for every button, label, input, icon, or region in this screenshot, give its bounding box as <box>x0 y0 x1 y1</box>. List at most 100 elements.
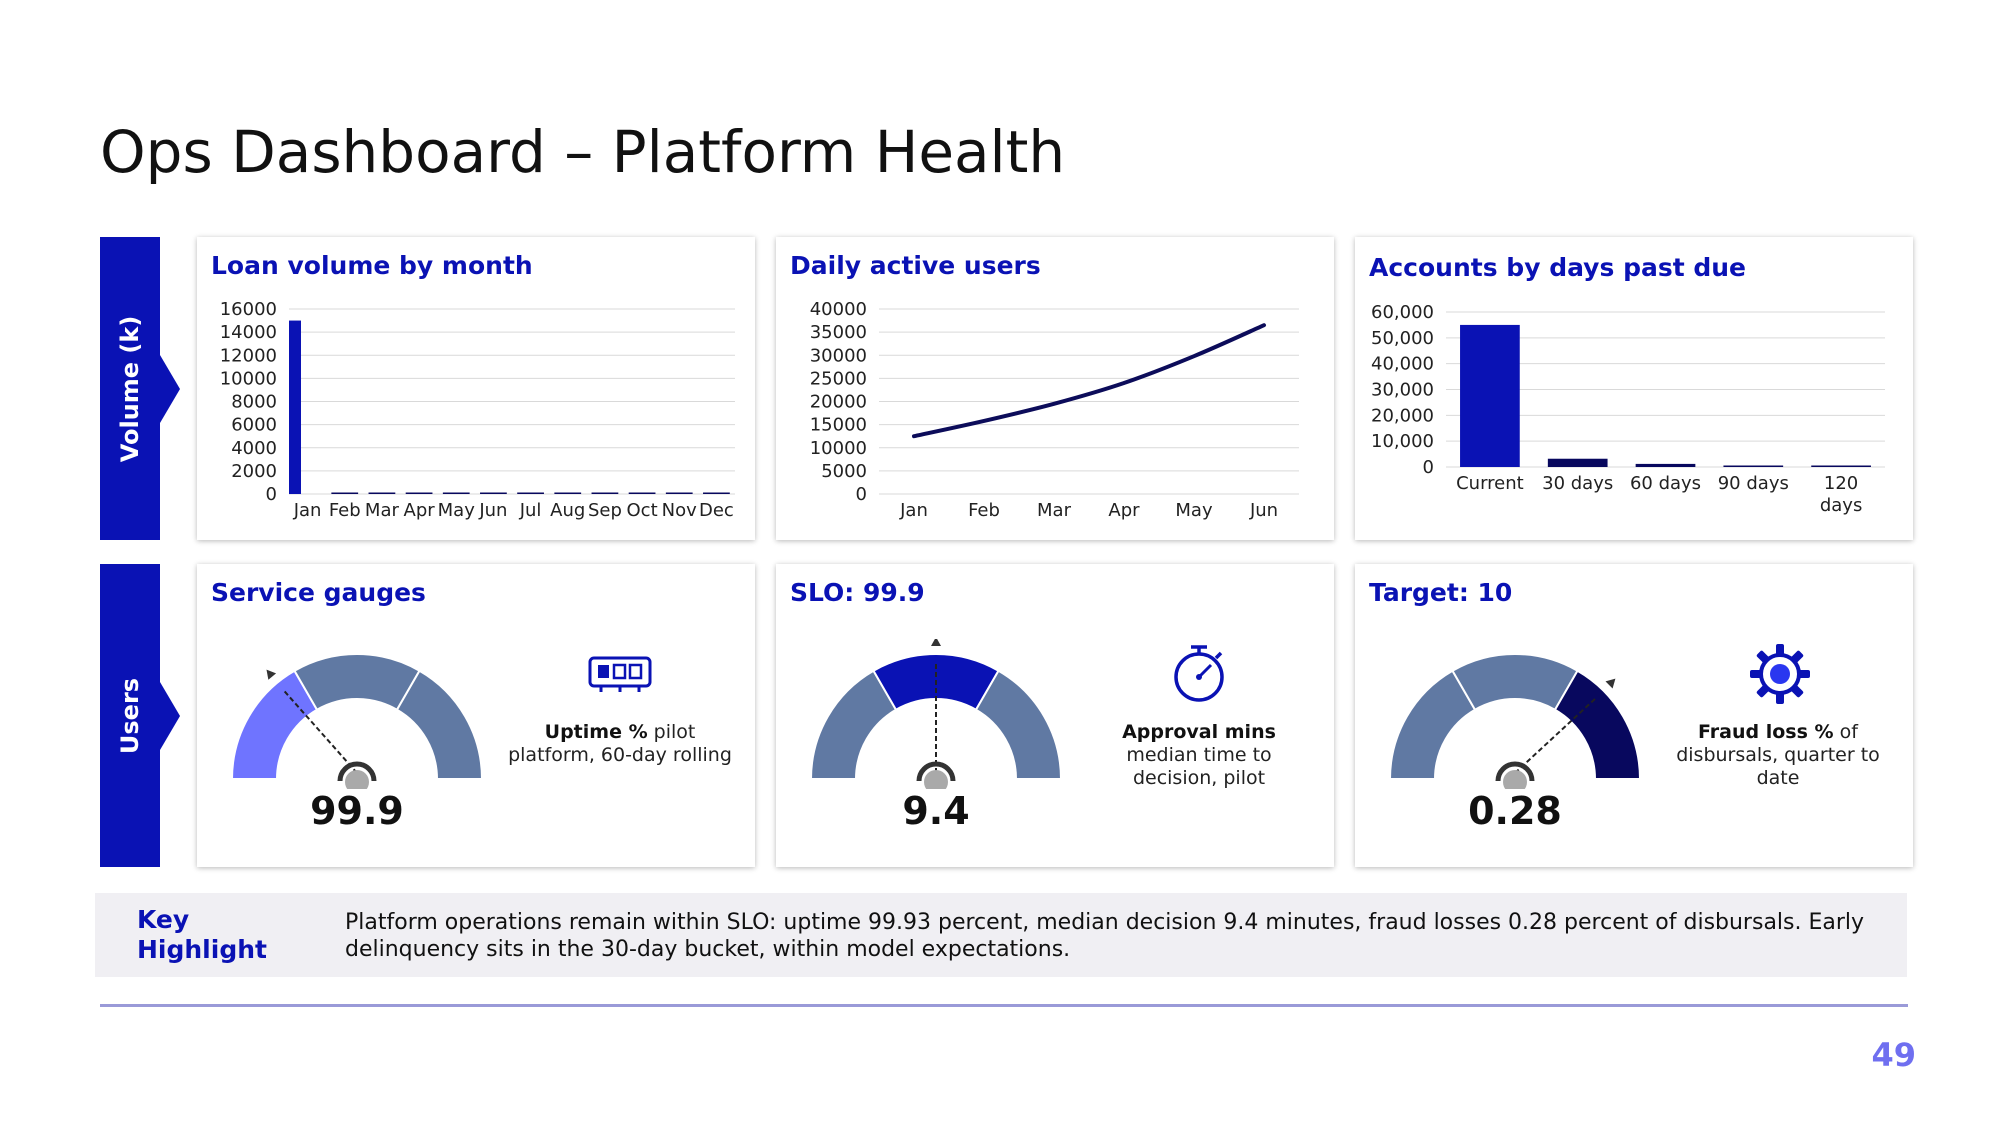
bar <box>1460 324 1520 467</box>
gauge-hub-ring <box>337 761 377 782</box>
y-tick-label: 2000 <box>231 461 277 482</box>
bar <box>591 492 619 494</box>
bar <box>554 492 582 494</box>
bar <box>405 492 433 494</box>
y-tick-label: 10000 <box>810 438 867 459</box>
kpi-caption: Uptime % pilot platform, 60-day rolling <box>505 721 735 767</box>
x-tick-label: Oct <box>627 500 658 521</box>
page-number: 49 <box>1871 1036 1916 1074</box>
x-tick-label: Jan <box>899 500 928 521</box>
kpi-caption-rest: median time to decision, pilot <box>1126 744 1272 789</box>
x-tick-label: Feb <box>329 500 361 521</box>
card-title: Service gauges <box>211 578 426 607</box>
bar <box>517 492 544 494</box>
gauge-segment <box>1553 669 1642 780</box>
x-tick-label: Apr <box>1108 500 1140 521</box>
bar <box>1547 458 1608 467</box>
gauge-marker <box>1605 678 1616 689</box>
x-tick-label: Feb <box>968 500 1000 521</box>
kpi-caption-bold: Fraud loss % <box>1698 721 1834 743</box>
x-tick-label: 60 days <box>1630 473 1701 494</box>
kpi-caption: Fraud loss % of disbursals, quarter to d… <box>1663 721 1893 790</box>
dpd-card: Accounts by days past due 0 10,000 20,000 3… <box>1355 237 1913 540</box>
page-title: Ops Dashboard – Platform Health <box>100 118 1066 186</box>
y-tick-label: 40000 <box>810 299 867 320</box>
footer-rule <box>100 1004 1908 1007</box>
band-users: Users <box>100 564 180 867</box>
key-highlight-label: Key Highlight <box>137 905 267 964</box>
y-tick-label: 5000 <box>821 461 867 482</box>
y-tick-label: 30,000 <box>1371 380 1434 401</box>
x-tick-label: May <box>438 500 476 521</box>
kpi-caption-rest: pilot platform, 60-day rolling <box>508 721 732 766</box>
gauge-card-uptime: Service gauges 99.9 Uptime % pilot platf… <box>197 564 755 867</box>
bar <box>665 492 693 494</box>
y-tick-label: 20,000 <box>1371 405 1434 426</box>
bar <box>289 320 301 494</box>
chip-icon <box>588 656 652 692</box>
gauge <box>809 639 1063 789</box>
bar <box>442 492 470 494</box>
gauge-card-approval: SLO: 99.9 9.4 Approval mins median time … <box>776 564 1334 867</box>
y-tick-label: 60,000 <box>1371 302 1434 323</box>
y-tick-label: 20000 <box>810 392 867 413</box>
bar <box>628 492 656 494</box>
dau-card: Daily active users 0 5000 10000 15000 20000 2… <box>776 237 1334 540</box>
kpi-caption-rest: of disbursals, quarter to date <box>1676 721 1880 789</box>
x-tick-label: Mar <box>365 500 400 521</box>
gauge-hub-ring <box>916 761 956 782</box>
bar <box>703 492 730 494</box>
bar <box>480 492 507 494</box>
band-label: Volume (k) <box>116 315 144 462</box>
x-tick-label: Apr <box>404 500 436 521</box>
y-tick-label: 0 <box>266 484 277 505</box>
y-tick-label: 15000 <box>810 415 867 436</box>
card-title: Loan volume by month <box>211 251 533 280</box>
bar <box>1811 465 1871 467</box>
y-tick-label: 14000 <box>220 322 277 343</box>
key-highlight-text: Platform operations remain within SLO: u… <box>345 910 1865 962</box>
gear-icon <box>1750 644 1810 704</box>
key-highlight-box: Key Highlight Platform operations remain… <box>95 893 1907 977</box>
bar <box>1635 463 1696 467</box>
gauge-hub <box>1503 770 1527 789</box>
band-arrow <box>160 681 180 750</box>
y-tick-label: 12000 <box>220 345 277 366</box>
x-tick-label: Nov <box>662 500 697 521</box>
x-tick-label: Dec <box>699 500 734 521</box>
gauge <box>230 653 484 789</box>
stopwatch-icon <box>1174 645 1224 702</box>
dpd-chart: 0 10,000 20,000 30,000 40,000 50,000 60,000 Cur… <box>1371 302 1885 516</box>
y-tick-label: 25000 <box>810 368 867 389</box>
bar <box>1723 465 1784 467</box>
series-line <box>912 323 1266 439</box>
x-tick-label: Jun <box>1249 500 1278 521</box>
y-tick-label: 8000 <box>231 392 277 413</box>
gauge <box>1388 653 1642 789</box>
loan-volume-card: Loan volume by month 0 2000 4000 6000 8000 10… <box>197 237 755 540</box>
gauge-marker <box>266 669 277 680</box>
x-tick-label: 30 days <box>1542 473 1613 494</box>
gauge-value: 99.9 <box>310 789 404 833</box>
y-tick-label: 10,000 <box>1371 431 1434 452</box>
band-volume: Volume (k) <box>100 237 180 540</box>
y-tick-label: 10000 <box>220 368 277 389</box>
gauge-segment <box>395 669 484 780</box>
y-tick-label: 0 <box>1423 457 1434 478</box>
kpi-caption-bold: Approval mins <box>1122 721 1276 743</box>
y-tick-label: 40,000 <box>1371 354 1434 375</box>
y-tick-label: 4000 <box>231 438 277 459</box>
x-tick-label: Jan <box>293 500 322 521</box>
card-title: Accounts by days past due <box>1369 253 1747 282</box>
bar <box>331 492 359 494</box>
y-tick-label: 6000 <box>231 415 277 436</box>
gauge-hub <box>924 770 948 789</box>
y-tick-label: 30000 <box>810 345 867 366</box>
x-tick-label: Jul <box>519 500 542 521</box>
x-tick-label: May <box>1175 500 1213 521</box>
gauge-needle <box>1514 696 1597 774</box>
card-title: Daily active users <box>790 251 1041 280</box>
x-tick-label: Aug <box>550 500 585 521</box>
gauge-marker <box>931 639 941 646</box>
